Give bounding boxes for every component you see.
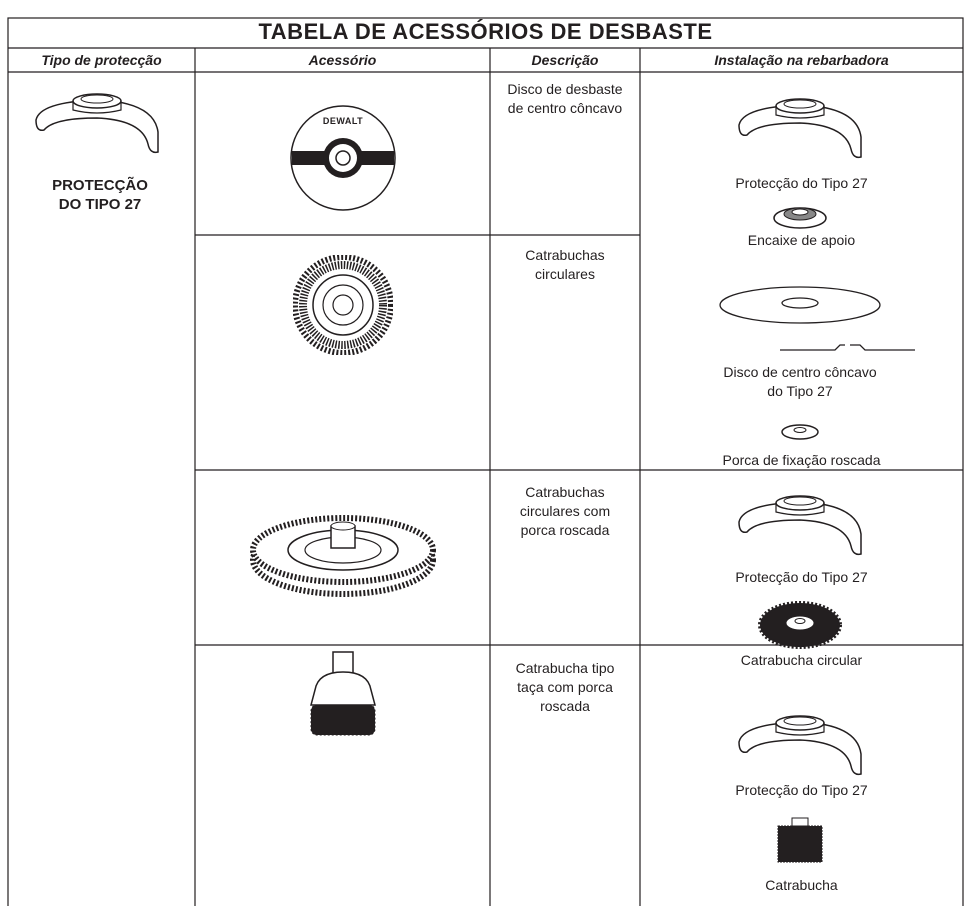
wire-wheel-icon (295, 257, 391, 353)
column-header: Tipo de protecção (41, 52, 162, 68)
installation-item: Encaixe de apoio (747, 232, 856, 248)
table-lines (7, 17, 964, 906)
installation-item: Disco de centro côncavo do Tipo 27 (723, 364, 877, 399)
guard-icon (35, 93, 159, 154)
title: TABELA DE ACESSÓRIOS DE DESBASTE (258, 19, 713, 44)
nut-icon (781, 424, 819, 440)
brand-logo: DEWALT (322, 116, 364, 126)
wire-wheel-small-icon (758, 601, 842, 649)
guard-type: PROTECÇÃO DO TIPO 27 (52, 177, 148, 213)
wire-wheel-nut-icon (250, 515, 436, 597)
disc-icon (290, 105, 396, 211)
guard-icon (738, 495, 862, 556)
backing-flange-icon (773, 207, 827, 229)
description: Catrabuchas circulares (525, 247, 605, 282)
column-header: Instalação na rebarbadora (714, 52, 889, 68)
depressed-disc-icon (719, 286, 915, 351)
description: Disco de desbaste de centro côncavo (507, 81, 623, 116)
installation-item: Catrabucha (765, 877, 838, 893)
description: Catrabucha tipo taça com porca roscada (515, 660, 615, 714)
description: Catrabuchas circulares com porca roscada (519, 484, 611, 538)
cup-brush-icon (310, 651, 376, 736)
installation-item: Catrabucha circular (740, 652, 863, 668)
installation-item: Protecção do Tipo 27 (735, 175, 868, 191)
guard-icon (738, 715, 862, 776)
installation-item: Porca de fixação roscada (722, 452, 881, 468)
installation-item: Protecção do Tipo 27 (735, 569, 868, 585)
column-header: Acessório (308, 52, 377, 68)
cup-brush-small-icon (777, 817, 823, 863)
installation-item: Protecção do Tipo 27 (735, 782, 868, 798)
guard-icon (738, 98, 862, 159)
column-header: Descrição (531, 52, 599, 68)
